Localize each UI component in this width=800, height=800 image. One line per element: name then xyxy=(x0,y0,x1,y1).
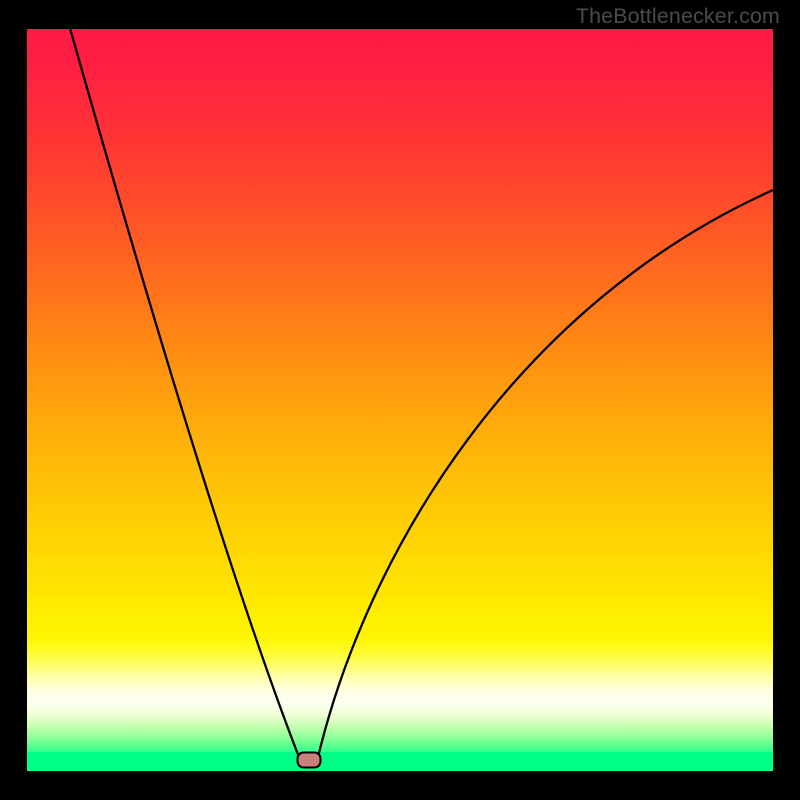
watermark-text: TheBottlenecker.com xyxy=(576,4,780,29)
v-curve-path xyxy=(70,29,773,764)
curve-layer xyxy=(27,29,773,771)
plot-area xyxy=(27,29,773,771)
trough-marker xyxy=(296,751,321,768)
chart-root: TheBottlenecker.com v-curve linear-verti… xyxy=(0,0,800,800)
